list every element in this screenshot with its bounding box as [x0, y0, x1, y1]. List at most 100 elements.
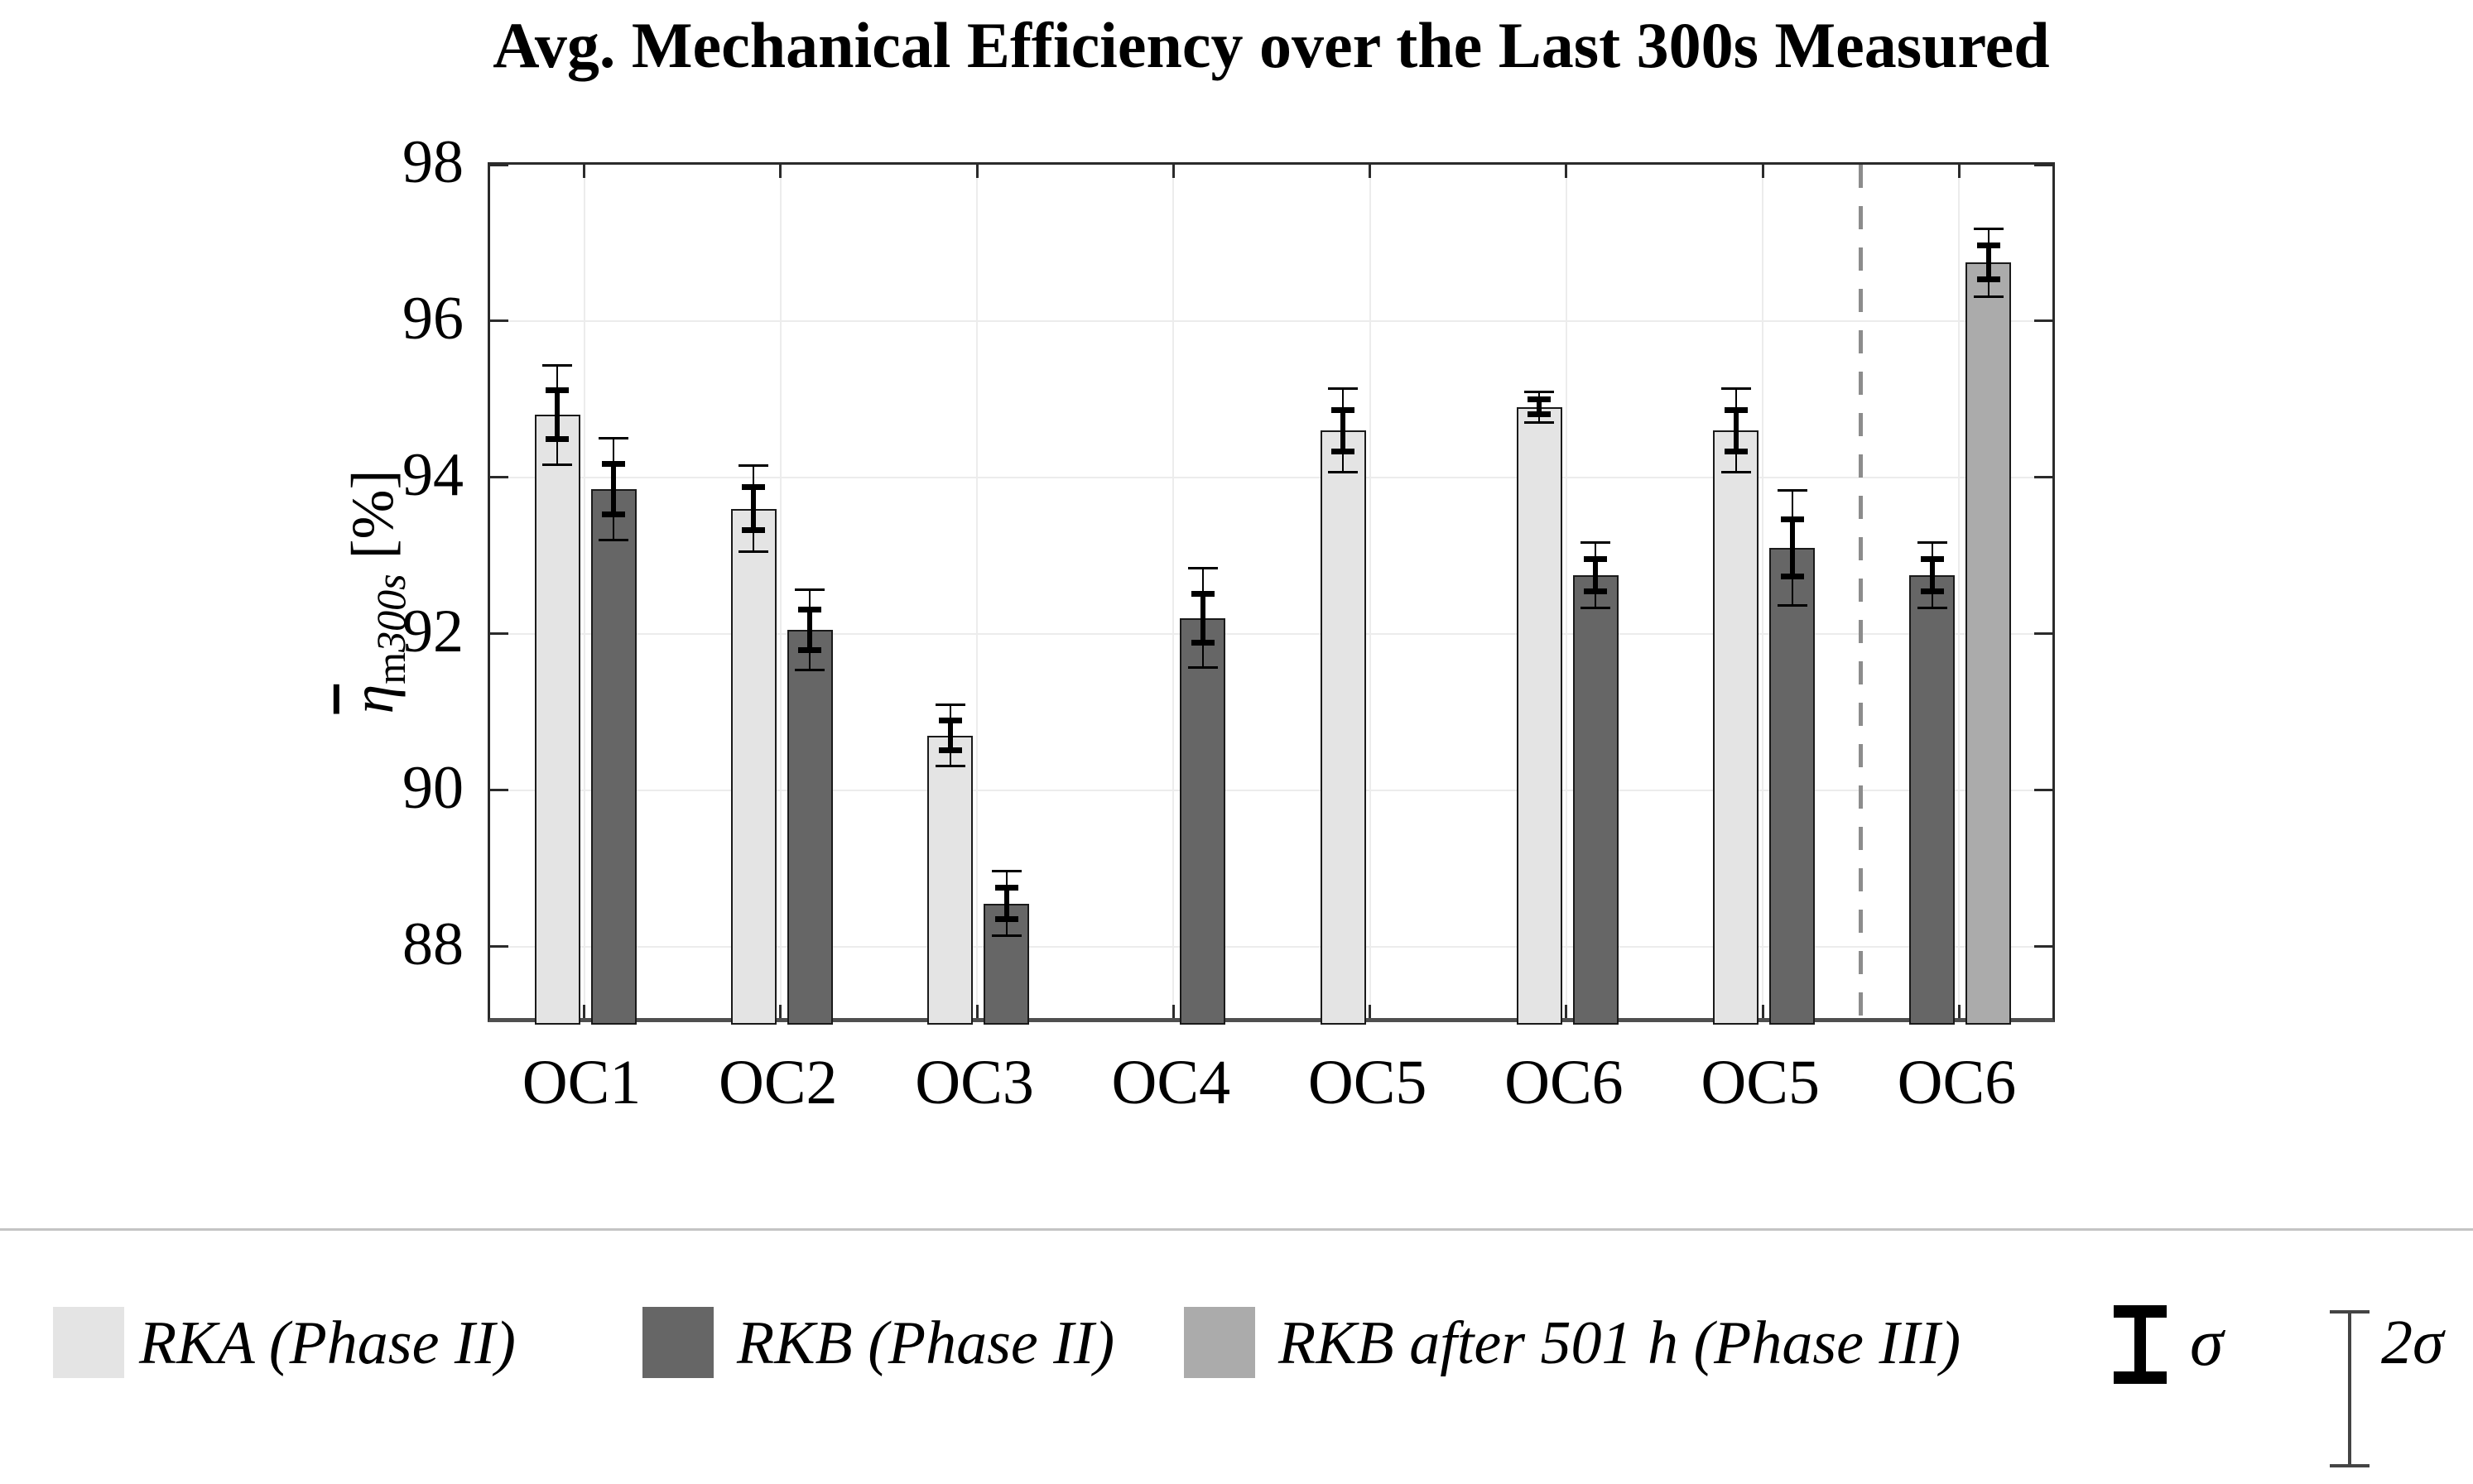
error-bar-sigma — [1593, 559, 1599, 592]
error-bar-2sigma-cap — [1917, 541, 1947, 545]
y-tick-label-96: 96 — [402, 284, 464, 353]
error-bar-2sigma-cap — [1187, 666, 1218, 670]
bar-oc6-s1 — [1572, 574, 1619, 1025]
error-bar-2sigma-cap — [739, 550, 769, 554]
y-tick — [490, 476, 508, 479]
h-gridline — [490, 945, 2052, 948]
x-tick-label-oc1-0: OC1 — [522, 1048, 642, 1117]
two-sigma-errorbar-icon — [2348, 1310, 2351, 1467]
error-bar-2sigma-cap — [1524, 390, 1555, 393]
error-bar-sigma-cap — [1920, 588, 1944, 594]
error-bar-sigma-cap — [602, 460, 625, 467]
error-bar-sigma — [947, 719, 953, 752]
error-bar-2sigma-cap — [935, 765, 965, 768]
legend-label-rkb: RKB (Phase II) — [737, 1309, 1115, 1377]
error-bar-2sigma-cap — [795, 588, 825, 591]
error-bar-sigma — [1340, 409, 1346, 452]
x-tick — [583, 1005, 585, 1018]
bar-oc6-s1 — [1909, 574, 1956, 1025]
y-tick — [2034, 476, 2052, 479]
error-bar-2sigma-cap — [1328, 387, 1359, 391]
y-tick — [2034, 319, 2052, 323]
error-bar-sigma-cap — [1584, 588, 1608, 594]
error-bar-sigma-cap — [546, 436, 569, 443]
y-tick — [2034, 632, 2052, 636]
error-bar-sigma — [751, 487, 757, 531]
error-bar-sigma-cap — [1780, 573, 1804, 579]
x-tick — [1172, 165, 1175, 178]
error-bar-2sigma-cap — [991, 869, 1022, 872]
error-bar-sigma-cap — [602, 511, 625, 518]
error-bar-2sigma-cap — [739, 463, 769, 467]
error-bar-2sigma-cap — [542, 363, 572, 367]
error-bar-2sigma-cap — [1581, 606, 1611, 609]
x-tick-label-oc6-5: OC6 — [1504, 1048, 1624, 1117]
two-sigma-errorbar-icon — [2330, 1464, 2370, 1467]
chart-title: Avg. Mechanical Efficiency over the Last… — [493, 9, 2050, 81]
y-tick-label-94: 94 — [402, 440, 464, 509]
x-tick-label-oc5-4: OC5 — [1307, 1048, 1427, 1117]
two-sigma-key-label: 2σ — [2381, 1308, 2444, 1377]
y-tick-label-92: 92 — [402, 597, 464, 665]
error-bar-sigma-cap — [1584, 556, 1608, 563]
legend-label-rka: RKA (Phase II) — [139, 1309, 516, 1377]
error-bar-sigma-cap — [546, 387, 569, 394]
y-tick — [2034, 789, 2052, 792]
error-bar-sigma-cap — [742, 484, 766, 491]
v-gridline — [1369, 165, 1371, 1018]
sigma-errorbar-icon — [2114, 1371, 2167, 1384]
h-gridline — [490, 632, 2052, 635]
v-gridline — [779, 165, 782, 1018]
error-bar-sigma-cap — [1976, 243, 2000, 249]
h-gridline — [490, 476, 2052, 478]
error-bar-sigma-cap — [1780, 516, 1804, 522]
error-bar-2sigma-cap — [1187, 567, 1218, 570]
error-bar-2sigma-cap — [1328, 471, 1359, 474]
bar-oc3-s0 — [927, 735, 974, 1025]
error-bar-sigma-cap — [798, 646, 822, 653]
y-tick — [490, 632, 508, 636]
y-tick — [490, 945, 508, 949]
error-bar-2sigma-cap — [795, 669, 825, 672]
error-bar-2sigma-cap — [935, 703, 965, 706]
y-tick-label-88: 88 — [402, 910, 464, 978]
x-tick-label-oc3-2: OC3 — [915, 1048, 1034, 1117]
x-tick — [779, 1005, 782, 1018]
x-tick — [975, 165, 979, 178]
bar-oc2-s1 — [787, 630, 833, 1025]
error-bar-sigma — [1200, 593, 1205, 644]
plot-area — [488, 162, 2055, 1025]
v-gridline — [1565, 165, 1567, 1018]
y-tick-label-98: 98 — [402, 128, 464, 196]
x-tick — [1761, 1005, 1764, 1018]
x-tick-label-oc2-1: OC2 — [718, 1048, 838, 1117]
error-bar-2sigma-cap — [1973, 295, 2004, 298]
legend-swatch-rka — [53, 1307, 124, 1378]
x-tick-label-oc4-3: OC4 — [1111, 1048, 1231, 1117]
x-tick — [1172, 1005, 1175, 1018]
error-bar-sigma-cap — [1191, 640, 1215, 646]
x-tick — [583, 165, 585, 178]
y-tick — [490, 319, 508, 323]
x-tick — [975, 1005, 979, 1018]
sigma-key-label: σ — [2190, 1304, 2224, 1380]
error-bar-sigma — [1003, 886, 1009, 920]
y-tick — [2034, 945, 2052, 949]
sigma-errorbar-icon — [2134, 1305, 2146, 1384]
y-tick-label-90: 90 — [402, 753, 464, 822]
error-bar-2sigma-cap — [1720, 471, 1751, 474]
error-bar-sigma-cap — [742, 527, 766, 534]
x-tick-label-oc5-6: OC5 — [1701, 1048, 1820, 1117]
error-bar-2sigma-cap — [542, 463, 572, 466]
v-gridline — [583, 165, 585, 1018]
y-tick — [490, 163, 508, 166]
error-bar-sigma-cap — [1920, 556, 1944, 563]
error-bar-2sigma-cap — [1917, 606, 1947, 609]
bar-oc3-s1 — [984, 903, 1030, 1025]
error-bar-sigma-cap — [1331, 448, 1355, 454]
error-bar-2sigma-cap — [1777, 603, 1807, 607]
x-tick-label-oc6-7: OC6 — [1897, 1048, 2017, 1117]
x-tick — [1369, 1005, 1372, 1018]
error-bar-sigma-cap — [1976, 276, 2000, 282]
error-bar-sigma-cap — [1528, 411, 1552, 418]
